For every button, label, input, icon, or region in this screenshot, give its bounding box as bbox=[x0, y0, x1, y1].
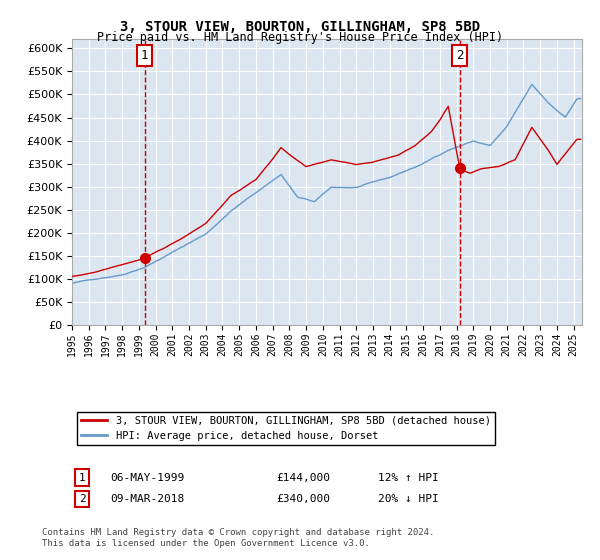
Text: 1: 1 bbox=[141, 49, 148, 62]
Text: 06-MAY-1999: 06-MAY-1999 bbox=[110, 473, 185, 483]
Text: 3, STOUR VIEW, BOURTON, GILLINGHAM, SP8 5BD: 3, STOUR VIEW, BOURTON, GILLINGHAM, SP8 … bbox=[120, 20, 480, 34]
Text: £340,000: £340,000 bbox=[276, 494, 330, 504]
Text: 2: 2 bbox=[79, 494, 86, 504]
Text: 12% ↑ HPI: 12% ↑ HPI bbox=[378, 473, 439, 483]
Legend: 3, STOUR VIEW, BOURTON, GILLINGHAM, SP8 5BD (detached house), HPI: Average price: 3, STOUR VIEW, BOURTON, GILLINGHAM, SP8 … bbox=[77, 412, 495, 445]
Text: 20% ↓ HPI: 20% ↓ HPI bbox=[378, 494, 439, 504]
Text: Contains HM Land Registry data © Crown copyright and database right 2024.
This d: Contains HM Land Registry data © Crown c… bbox=[42, 528, 434, 548]
Text: £144,000: £144,000 bbox=[276, 473, 330, 483]
Text: 1: 1 bbox=[79, 473, 86, 483]
Text: 09-MAR-2018: 09-MAR-2018 bbox=[110, 494, 185, 504]
Text: Price paid vs. HM Land Registry's House Price Index (HPI): Price paid vs. HM Land Registry's House … bbox=[97, 31, 503, 44]
Text: 2: 2 bbox=[456, 49, 464, 62]
